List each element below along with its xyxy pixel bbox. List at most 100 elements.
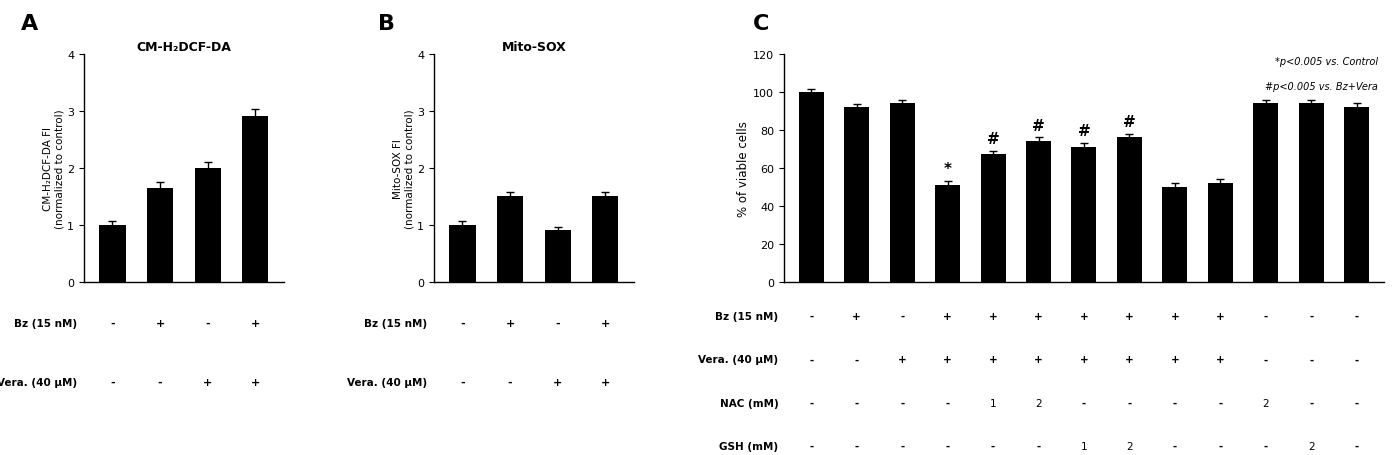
Text: #: # [1032, 118, 1044, 133]
Bar [935, 186, 960, 282]
Text: -: - [945, 441, 949, 451]
Bar [1117, 138, 1142, 282]
Bar [980, 155, 1005, 282]
Text: -: - [1264, 311, 1268, 321]
Text: -: - [854, 441, 858, 451]
Text: +: + [898, 354, 906, 364]
Text: #: # [1078, 124, 1090, 139]
Text: +: + [1216, 354, 1225, 364]
Text: 2: 2 [1035, 398, 1042, 408]
Text: 1: 1 [990, 398, 997, 408]
Text: Bz (15 nM): Bz (15 nM) [363, 318, 426, 328]
Text: +: + [1216, 311, 1225, 321]
Text: -: - [854, 354, 858, 364]
Text: -: - [1309, 311, 1313, 321]
Bar [844, 108, 870, 282]
Text: -: - [507, 377, 513, 387]
Text: +: + [506, 318, 514, 328]
Text: +: + [1035, 311, 1043, 321]
Text: -: - [1309, 398, 1313, 408]
Text: +: + [1079, 354, 1089, 364]
Text: 2: 2 [1127, 441, 1132, 451]
Text: -: - [809, 311, 814, 321]
Text: +: + [944, 354, 952, 364]
Bar [242, 117, 268, 282]
Text: +: + [250, 377, 260, 387]
Bar [1071, 147, 1096, 282]
Y-axis label: CM-H₂DCF-DA FI
(normalized to control): CM-H₂DCF-DA FI (normalized to control) [43, 109, 64, 228]
Bar [498, 197, 523, 282]
Text: +: + [250, 318, 260, 328]
Y-axis label: Mito-SOX FI
(normalized to control): Mito-SOX FI (normalized to control) [393, 109, 414, 228]
Bar [147, 188, 173, 282]
Text: +: + [988, 354, 997, 364]
Text: -: - [1127, 398, 1131, 408]
Text: -: - [809, 354, 814, 364]
Bar [1026, 142, 1051, 282]
Text: +: + [853, 311, 861, 321]
Text: -: - [900, 311, 905, 321]
Text: +: + [1125, 311, 1134, 321]
Text: -: - [945, 398, 949, 408]
Text: Bz (15 nM): Bz (15 nM) [716, 311, 779, 321]
Text: -: - [1309, 354, 1313, 364]
Bar [1299, 104, 1324, 282]
Text: +: + [1170, 311, 1180, 321]
Text: #: # [1123, 115, 1135, 130]
Text: -: - [900, 398, 905, 408]
Text: -: - [555, 318, 561, 328]
Text: C: C [754, 14, 769, 34]
Text: +: + [1170, 354, 1180, 364]
Text: B: B [377, 14, 396, 34]
Text: Bz (15 nM): Bz (15 nM) [14, 318, 77, 328]
Text: -: - [460, 377, 464, 387]
Text: -: - [1355, 311, 1359, 321]
Text: -: - [854, 398, 858, 408]
Text: -: - [1264, 441, 1268, 451]
Text: +: + [203, 377, 212, 387]
Text: -: - [809, 398, 814, 408]
Text: +: + [554, 377, 562, 387]
Text: 2: 2 [1309, 441, 1314, 451]
Text: -: - [206, 318, 210, 328]
Text: -: - [110, 318, 115, 328]
Bar [1208, 183, 1233, 282]
Text: Vera. (40 μM): Vera. (40 μM) [347, 377, 426, 387]
Text: -: - [1218, 441, 1222, 451]
Bar [1345, 108, 1369, 282]
Bar [99, 225, 126, 282]
Text: *: * [944, 162, 952, 177]
Bar [1162, 187, 1187, 282]
Text: +: + [155, 318, 165, 328]
Text: -: - [1218, 398, 1222, 408]
Text: -: - [809, 441, 814, 451]
Text: *p<0.005 vs. Control: *p<0.005 vs. Control [1275, 57, 1378, 67]
Title: CM-H₂DCF-DA: CM-H₂DCF-DA [137, 40, 231, 53]
Y-axis label: % of viable cells: % of viable cells [737, 121, 751, 216]
Text: +: + [1035, 354, 1043, 364]
Bar [889, 104, 914, 282]
Text: Vera. (40 μM): Vera. (40 μM) [0, 377, 77, 387]
Text: -: - [1036, 441, 1040, 451]
Text: -: - [158, 377, 162, 387]
Text: #p<0.005 vs. Bz+Vera: #p<0.005 vs. Bz+Vera [1265, 82, 1378, 92]
Text: 2: 2 [1262, 398, 1269, 408]
Text: +: + [1125, 354, 1134, 364]
Text: -: - [991, 441, 995, 451]
Text: Vera. (40 μM): Vera. (40 μM) [698, 354, 779, 364]
Text: A: A [21, 14, 38, 34]
Text: +: + [944, 311, 952, 321]
Text: NAC (mM): NAC (mM) [720, 398, 779, 408]
Text: -: - [460, 318, 464, 328]
Bar [449, 225, 475, 282]
Text: -: - [1173, 441, 1177, 451]
Text: -: - [1355, 398, 1359, 408]
Text: #: # [987, 131, 1000, 147]
Bar [545, 231, 570, 282]
Text: -: - [1355, 354, 1359, 364]
Title: Mito-SOX: Mito-SOX [502, 40, 566, 53]
Text: +: + [601, 377, 610, 387]
Bar [798, 92, 823, 282]
Text: -: - [900, 441, 905, 451]
Text: -: - [110, 377, 115, 387]
